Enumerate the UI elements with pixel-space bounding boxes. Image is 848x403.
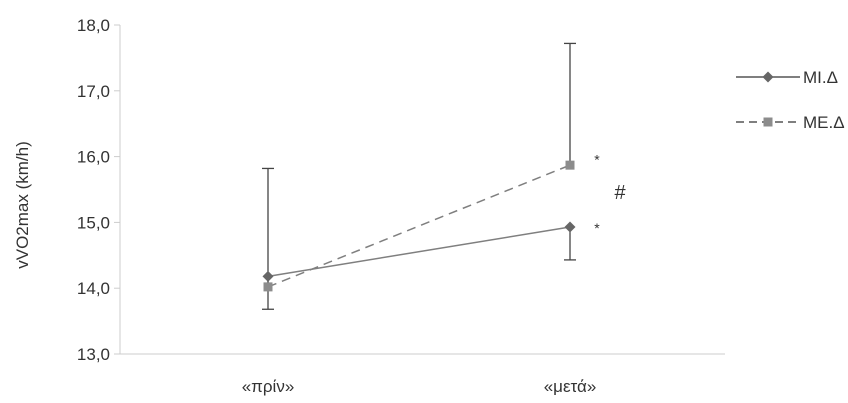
y-tick-label: 13,0 [77, 345, 110, 364]
diamond-marker [762, 71, 774, 83]
significance-hash: # [614, 182, 626, 204]
significance-star: * [594, 152, 600, 168]
diamond-marker [564, 221, 576, 233]
y-tick-label: 17,0 [77, 82, 110, 101]
series-line [267, 164, 571, 288]
square-marker [763, 117, 773, 127]
legend-label: ΜΕ.Δ [803, 113, 845, 132]
square-marker [263, 282, 273, 292]
annotations: * # * [594, 152, 626, 236]
series-lines [267, 164, 571, 288]
significance-star: * [594, 220, 600, 236]
y-tick-label: 14,0 [77, 279, 110, 298]
y-tick-label: 16,0 [77, 148, 110, 167]
x-tick-labels: «πρίν» «μετά» [242, 377, 597, 396]
series-markers [262, 160, 576, 292]
y-tick-label: 15,0 [77, 213, 110, 232]
error-bars [262, 42, 576, 310]
y-axis-title: vVO2max (km/h) [13, 141, 32, 269]
x-tick-label: «πρίν» [242, 377, 295, 396]
x-tick-label: «μετά» [544, 377, 597, 396]
legend: ΜΙ.Δ ΜΕ.Δ [736, 68, 845, 132]
chart-axes [114, 24, 725, 355]
y-tick-label: 18,0 [77, 16, 110, 35]
series-line [267, 226, 571, 278]
legend-label: ΜΙ.Δ [803, 68, 838, 87]
diamond-marker [262, 270, 274, 282]
y-tick-labels: 13,0 14,0 15,0 16,0 17,0 18,0 [77, 16, 110, 364]
square-marker [565, 160, 575, 170]
